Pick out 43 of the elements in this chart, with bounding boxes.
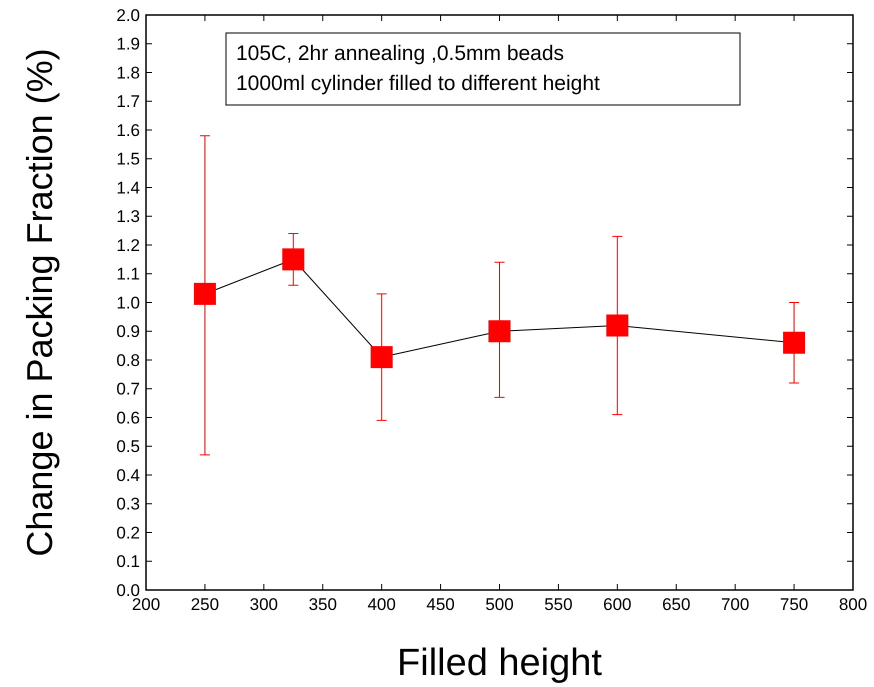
point: [488, 320, 510, 342]
y-tick-label: 0.8: [116, 350, 140, 370]
y-tick-label: 0.1: [116, 552, 140, 572]
x-axis-title: Filled height: [397, 642, 602, 684]
y-tick-label: 1.4: [116, 178, 140, 198]
x-tick-label: 550: [544, 595, 573, 614]
x-tick-label: 450: [426, 595, 455, 614]
x-tick-label: 200: [132, 595, 160, 614]
annotation: 105C, 2hr annealing ,0.5mm beads: [236, 42, 564, 65]
y-tick-label: 0.6: [116, 408, 140, 428]
y-tick-label: 1.8: [116, 63, 140, 82]
point: [282, 248, 304, 270]
x-tick-label: 600: [603, 595, 632, 614]
x-tick-label: 650: [662, 595, 690, 614]
point: [606, 314, 628, 336]
y-axis-title: Change in Packing Fraction (%): [19, 48, 60, 557]
y-tick-label: 0.9: [116, 322, 140, 342]
y-tick-label: 0.2: [116, 523, 140, 542]
y-tick-label: 1.3: [116, 207, 140, 226]
x-tick-label: 300: [250, 595, 278, 614]
x-tick-label: 500: [485, 595, 514, 614]
y-tick-label: 0.4: [116, 466, 140, 485]
y-tick-label: 1.2: [116, 236, 140, 255]
y-tick-label: 1.0: [116, 293, 140, 312]
y-tick-label: 1.9: [116, 34, 140, 54]
point: [194, 282, 216, 305]
x-tick-label: 250: [190, 595, 220, 614]
y-tick-label: 1.5: [116, 150, 140, 169]
y-tick-label: 0.7: [116, 380, 140, 399]
point: [783, 332, 806, 354]
y-tick-label: 0.5: [116, 437, 140, 456]
y-tick-label: 1.1: [116, 264, 140, 284]
annotation: 1000ml cylinder filled to different height: [236, 72, 600, 95]
y-tick-label: 1.7: [116, 92, 140, 112]
x-tick-label: 800: [838, 595, 868, 614]
y-tick-label: 2.0: [116, 6, 140, 25]
y-tick-label: 0.3: [116, 494, 140, 514]
x-tick-label: 700: [720, 595, 750, 614]
x-tick-label: 750: [780, 595, 808, 614]
y-tick-label: 1.6: [116, 120, 140, 140]
x-tick-label: 350: [308, 595, 337, 614]
point: [370, 346, 393, 368]
x-tick-label: 400: [367, 595, 396, 614]
